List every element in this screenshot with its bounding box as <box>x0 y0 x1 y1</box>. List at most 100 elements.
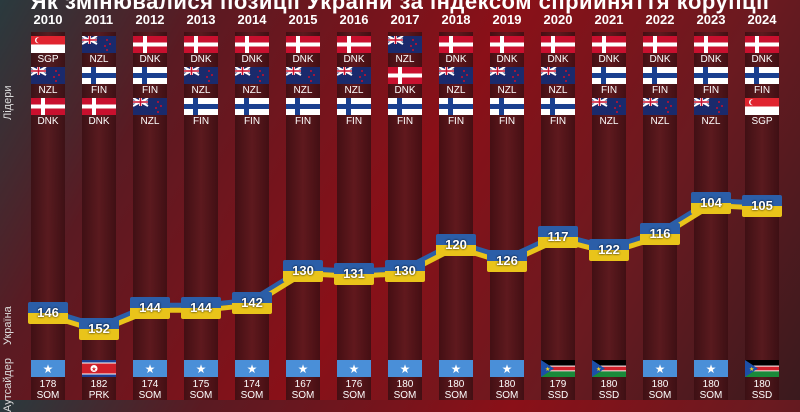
ukraine-rank-point: 144 <box>130 296 170 319</box>
flag-prk-icon: ★ <box>82 360 116 377</box>
outsider-code: SOM <box>648 390 672 401</box>
flag-fin-icon <box>337 98 371 115</box>
outsider-code: SOM <box>189 390 213 401</box>
leader-code: FIN <box>651 85 669 96</box>
outsider-rank: 180 <box>498 379 516 390</box>
year-label: 2010 <box>33 12 63 27</box>
outsider-code: SOM <box>138 390 162 401</box>
year-column <box>133 32 167 400</box>
year-column <box>490 32 524 400</box>
flag-fin-icon <box>286 98 320 115</box>
leader-code: NZL <box>446 85 466 96</box>
year-column <box>337 32 371 400</box>
outsider-code: SOM <box>36 390 60 401</box>
year-label: 2022 <box>645 12 675 27</box>
leader-code: DNK <box>547 54 569 65</box>
outsider-code: SOM <box>291 390 315 401</box>
year-column <box>541 32 575 400</box>
leader-code: DNK <box>394 85 416 96</box>
ukraine-rank-point: 117 <box>538 226 578 249</box>
leader-code: FIN <box>753 85 771 96</box>
year-label: 2016 <box>339 12 369 27</box>
svg-text:★: ★ <box>91 366 96 373</box>
flag-som-icon: ★ <box>643 360 677 377</box>
leader-code: FIN <box>447 116 465 127</box>
leader-code: NZL <box>293 85 313 96</box>
flag-nzl-icon <box>591 97 626 115</box>
flag-som-icon: ★ <box>694 360 728 377</box>
flag-nzl-icon <box>30 66 65 84</box>
outsider-rank: 180 <box>447 379 465 390</box>
outsider-rank: 180 <box>651 379 669 390</box>
year-column <box>388 32 422 400</box>
leader-code: DNK <box>139 54 161 65</box>
leader-code: NZL <box>650 116 670 127</box>
flag-fin-icon <box>490 98 524 115</box>
flag-nzl-icon <box>642 97 677 115</box>
year-label: 2017 <box>390 12 420 27</box>
leader-code: FIN <box>90 85 108 96</box>
leader-code: DNK <box>343 54 365 65</box>
svg-text:★: ★ <box>749 366 754 373</box>
svg-text:★: ★ <box>502 362 513 376</box>
svg-text:★: ★ <box>196 362 207 376</box>
flag-fin-icon <box>133 67 167 84</box>
flag-fin-icon <box>184 98 218 115</box>
leader-code: FIN <box>192 116 210 127</box>
ukraine-rank-point: 144 <box>181 296 221 319</box>
ukraine-rank-point: 120 <box>436 233 476 256</box>
year-label: 2015 <box>288 12 318 27</box>
flag-nzl-icon <box>540 66 575 84</box>
year-label: 2020 <box>543 12 573 27</box>
leader-code: NZL <box>344 85 364 96</box>
flag-fin-icon <box>439 98 473 115</box>
outsider-code: PRK <box>88 390 110 401</box>
ukraine-rank-point: 142 <box>232 291 272 314</box>
outsider-code: SSD <box>547 390 569 401</box>
flag-dnk-icon <box>286 36 320 53</box>
flag-nzl-icon <box>489 66 524 84</box>
flag-som-icon: ★ <box>388 360 422 377</box>
flag-som-icon: ★ <box>490 360 524 377</box>
outsider-code: SOM <box>393 390 417 401</box>
year-column <box>439 32 473 400</box>
leader-code: NZL <box>38 85 58 96</box>
flag-nzl-icon <box>234 66 269 84</box>
outsider-code: SOM <box>444 390 468 401</box>
leader-code: NZL <box>395 54 415 65</box>
leader-code: NZL <box>701 116 721 127</box>
flag-som-icon: ★ <box>235 360 269 377</box>
outsider-code: SSD <box>751 390 773 401</box>
flag-ssd-icon: ★ <box>745 360 779 377</box>
leader-code: NZL <box>89 54 109 65</box>
flag-dnk-icon <box>643 36 677 53</box>
leader-code: FIN <box>396 116 414 127</box>
year-label: 2019 <box>492 12 522 27</box>
leader-code: FIN <box>549 116 567 127</box>
leader-code: DNK <box>700 54 722 65</box>
year-label: 2018 <box>441 12 471 27</box>
flag-dnk-icon <box>592 36 626 53</box>
flag-nzl-icon <box>336 66 371 84</box>
svg-text:★: ★ <box>706 362 717 376</box>
year-label: 2021 <box>594 12 624 27</box>
flag-som-icon: ★ <box>184 360 218 377</box>
year-label: 2013 <box>186 12 216 27</box>
outsider-rank: 180 <box>396 379 414 390</box>
flag-dnk-icon <box>745 36 779 53</box>
outsider-rank: 180 <box>702 379 720 390</box>
year-column <box>643 32 677 400</box>
flag-fin-icon <box>745 67 779 84</box>
flag-dnk-icon <box>133 36 167 53</box>
year-column <box>184 32 218 400</box>
svg-text:★: ★ <box>655 362 666 376</box>
leader-code: DNK <box>190 54 212 65</box>
flag-sgp-icon <box>745 98 779 115</box>
flag-nzl-icon <box>693 97 728 115</box>
flag-dnk-icon <box>31 98 65 115</box>
year-label: 2012 <box>135 12 165 27</box>
ukraine-rank-point: 130 <box>385 260 425 283</box>
leader-code: FIN <box>243 116 261 127</box>
flag-fin-icon <box>541 98 575 115</box>
year-column <box>235 32 269 400</box>
